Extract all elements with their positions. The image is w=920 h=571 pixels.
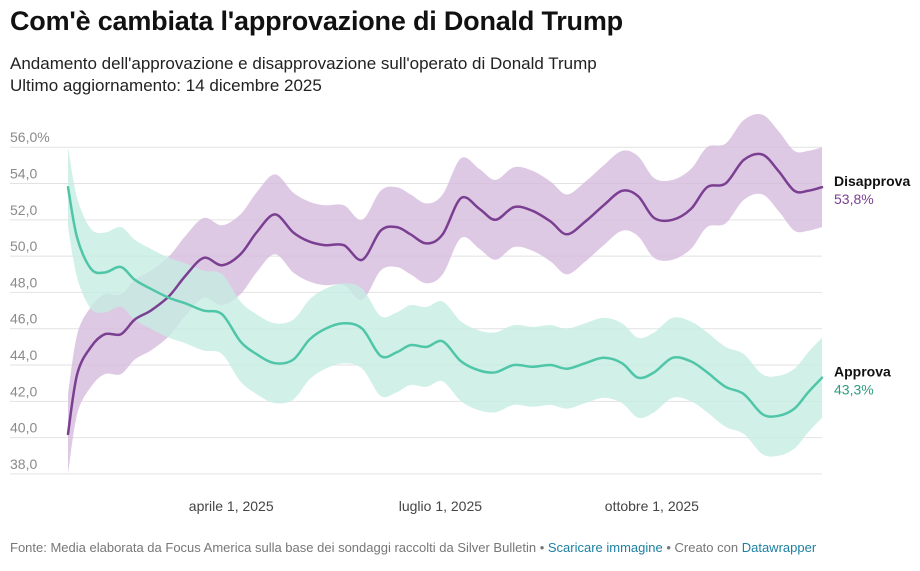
chart-title: Com'è cambiata l'approvazione di Donald … xyxy=(10,6,623,36)
chart-labels: 38,0 40,0 42,0 44,0 46,0 48,0 50,0 52,0 54,0 56,0… xyxy=(10,129,910,514)
approve-value-label: 43,3% xyxy=(834,382,874,398)
y-tick-label: 48,0 xyxy=(10,274,37,290)
approve-line xyxy=(66,185,824,418)
disapprove-line xyxy=(66,152,824,436)
chart-footer: Fonte: Media elaborata da Focus America … xyxy=(10,540,816,555)
approve-label: Approva xyxy=(834,364,891,380)
x-tick-label: ottobre 1, 2025 xyxy=(605,498,699,514)
download-image-link[interactable]: Scaricare immagine xyxy=(547,540,663,555)
footer-separator: • xyxy=(536,540,548,555)
x-tick-label: luglio 1, 2025 xyxy=(399,498,483,514)
disapprove-label: Disapprova xyxy=(834,173,910,189)
source-note: Fonte: Media elaborata da Focus America … xyxy=(10,540,537,555)
y-tick-label: 40,0 xyxy=(10,420,37,436)
datawrapper-link[interactable]: Datawrapper xyxy=(741,540,817,555)
series-lines xyxy=(66,152,824,436)
x-tick-label: aprile 1, 2025 xyxy=(189,498,274,514)
y-tick-label: 44,0 xyxy=(10,347,37,363)
chart-subtitle: Andamento dell'approvazione e disapprova… xyxy=(10,53,597,97)
y-tick-label: 54,0 xyxy=(10,166,37,182)
y-tick-label: 38,0 xyxy=(10,456,37,472)
y-tick-label: 46,0 xyxy=(10,311,37,327)
y-tick-label: 50,0 xyxy=(10,238,37,254)
disapprove-band xyxy=(68,113,822,474)
confidence-bands xyxy=(68,113,822,474)
footer-created-with: • Creato con xyxy=(662,540,742,555)
y-tick-label: 56,0% xyxy=(10,129,50,145)
disapprove-value-label: 53,8% xyxy=(834,191,874,207)
y-tick-label: 52,0 xyxy=(10,202,37,218)
y-tick-label: 42,0 xyxy=(10,383,37,399)
subtitle-line-2: Ultimo aggiornamento: 14 dicembre 2025 xyxy=(10,76,322,95)
subtitle-line-1: Andamento dell'approvazione e disapprova… xyxy=(10,54,597,73)
approve-band xyxy=(68,147,822,457)
